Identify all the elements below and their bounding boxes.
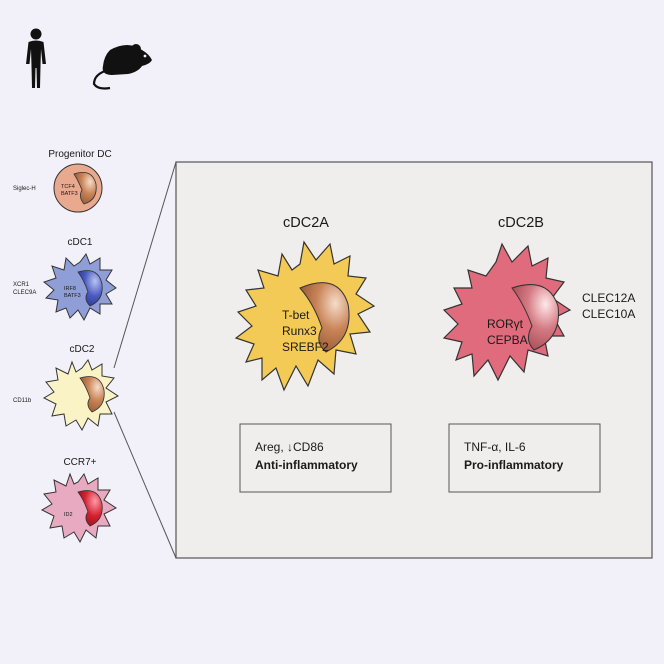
- ccr7-nucleus: [77, 490, 103, 527]
- cdc2b-box-line-2: Pro-inflammatory: [464, 458, 564, 472]
- progenitor-tf-1: TCF4: [61, 184, 75, 190]
- cdc2b-title: cDC2B: [498, 215, 544, 231]
- cdc2a-tf-2: Runx3: [282, 324, 317, 338]
- cdc2a-function-box: [239, 423, 392, 493]
- cdc2a-title: cDC2A: [283, 215, 329, 231]
- cdc2a-nucleus: [299, 282, 350, 353]
- cdc1-tf-1: IRF8: [64, 286, 76, 292]
- cdc1-cell: [42, 252, 117, 322]
- cdc2a-cell: [234, 240, 376, 392]
- cdc2b-cell: [442, 242, 572, 382]
- ccr7-title: CCR7+: [63, 457, 96, 468]
- cdc1-tf-2: BATF3: [64, 293, 81, 299]
- cdc2b-marker-1: CLEC12A: [582, 291, 635, 305]
- progenitor-title: Progenitor DC: [48, 149, 111, 160]
- human-silhouette-icon: [26, 28, 46, 88]
- progenitor-nucleus: [73, 171, 97, 205]
- cdc2b-tf-2: CEPBA: [487, 333, 528, 347]
- progenitor-marker: Siglec-H: [13, 186, 36, 192]
- cdc2b-nucleus: [511, 284, 559, 351]
- progenitor-tf-2: BATF3: [61, 191, 78, 197]
- cdc1-marker-2: CLEC9A: [13, 290, 36, 296]
- cdc1-title: cDC1: [67, 237, 92, 248]
- ccr7-cell: [40, 472, 117, 544]
- cdc2a-box-line-2: Anti-inflammatory: [255, 458, 358, 472]
- zoom-line-bottom: [113, 411, 177, 559]
- cdc2b-function-box: [448, 423, 601, 493]
- cdc2b-tf-1: RORγt: [487, 317, 524, 331]
- cdc2-nucleus: [79, 376, 105, 413]
- ccr7-tf: ID2: [64, 512, 73, 518]
- cdc1-nucleus: [77, 270, 103, 307]
- cdc1-marker-1: XCR1: [13, 282, 30, 288]
- mouse-silhouette-icon: [92, 44, 152, 90]
- cdc2b-box-line-1: TNF-α, IL-6: [464, 440, 526, 454]
- cdc2a-tf-3: SREBF2: [282, 340, 329, 354]
- cdc2a-tf-1: T-bet: [282, 308, 310, 322]
- cdc2-title: cDC2: [69, 344, 94, 355]
- progenitor-cell: [53, 163, 103, 213]
- cdc2a-box-line-1: Areg, ↓CD86: [255, 440, 324, 454]
- cdc2b-marker-2: CLEC10A: [582, 307, 635, 321]
- zoom-line-top: [113, 161, 177, 369]
- cdc2-marker: CD11b: [13, 398, 32, 404]
- cdc2-cell: [42, 358, 119, 432]
